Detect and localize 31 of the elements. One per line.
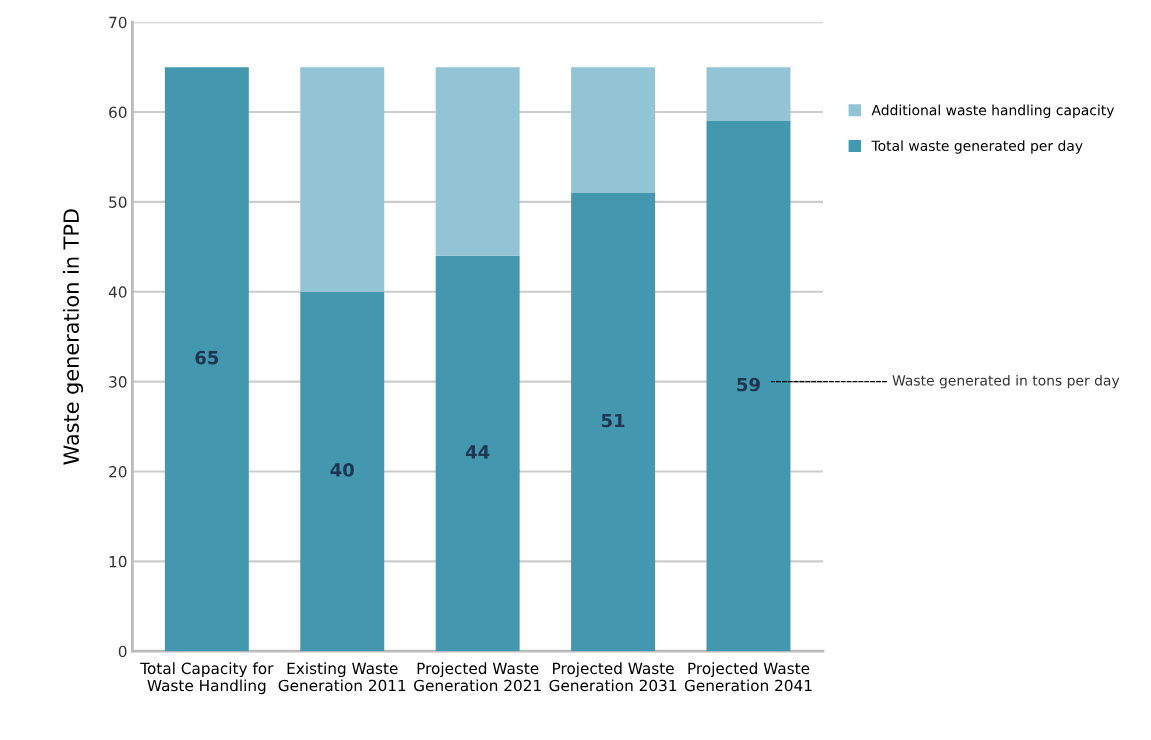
text: Waste generated in tons per day <box>892 374 1120 389</box>
y-tick-label: 30 <box>109 376 127 388</box>
y-tick-label: 0 <box>118 645 127 658</box>
x-tick-label: Projected Waste Generation 2031 <box>549 662 677 692</box>
data-label: 59 <box>737 377 760 392</box>
data-label: 40 <box>330 463 354 477</box>
bar <box>571 67 656 193</box>
data-label: 51 <box>601 413 625 428</box>
bar <box>706 67 791 122</box>
y-tick-label: 10 <box>109 555 127 568</box>
y-tick-label: 20 <box>109 465 127 478</box>
x-tick-label: Total Capacity for Waste Handling <box>140 662 274 695</box>
bar <box>706 121 791 652</box>
x-tick-label: Projected Waste Generation 2021 <box>414 662 541 692</box>
bar <box>571 192 656 652</box>
y-tick-label: 50 <box>109 196 127 208</box>
data-label: 44 <box>465 445 490 459</box>
x-tick-label: Projected Waste Generation 2041 <box>684 662 812 692</box>
bar <box>435 67 520 256</box>
bar <box>435 255 520 652</box>
data-label: 65 <box>195 350 219 365</box>
y-tick-label: 60 <box>109 106 127 119</box>
y-tick-label: 70 <box>109 16 127 29</box>
bar <box>164 67 249 652</box>
x-tick-label: Existing Waste Generation 2011 <box>278 662 406 692</box>
bar <box>300 291 385 652</box>
bar <box>300 67 385 292</box>
y-tick-label: 40 <box>108 286 127 298</box>
y-axis-title: Waste generation in TPD <box>62 209 84 465</box>
legend-label: Total waste generated per day <box>871 140 1083 154</box>
legend-label: Additional waste handling capacity <box>871 104 1115 119</box>
